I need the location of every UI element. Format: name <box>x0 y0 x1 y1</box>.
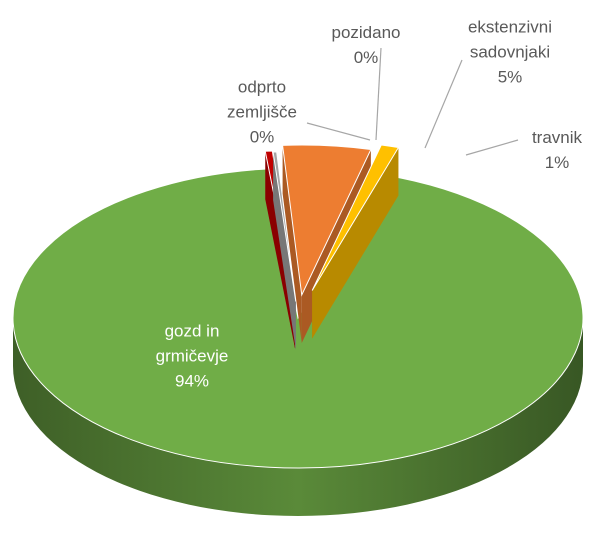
label-category: pozidano <box>331 23 401 42</box>
slice <box>311 144 400 291</box>
label-category: gozd in grmičevje <box>155 321 229 366</box>
label-category: travnik <box>531 128 583 147</box>
label-value: 1% <box>544 153 570 172</box>
data-label: ekstenzivni sadovnjaki 5% <box>455 15 565 90</box>
data-label: gozd in grmičevje 94% <box>142 319 242 394</box>
leader-line <box>424 59 463 149</box>
label-value: 0% <box>249 127 275 147</box>
slice-wall <box>312 147 399 339</box>
slice-wall <box>282 145 302 343</box>
label-value: 0% <box>353 48 379 67</box>
label-value: 94% <box>174 371 210 391</box>
data-label: odprto zemljišče 0% <box>217 75 307 150</box>
slice <box>272 151 297 302</box>
leader-line <box>375 47 382 141</box>
label-category: ekstenzivni sadovnjaki <box>467 17 553 62</box>
slice-side <box>13 318 583 516</box>
leader-line <box>465 139 519 156</box>
leader-line <box>306 122 371 141</box>
data-label: pozidano 0% <box>311 20 421 70</box>
slice <box>12 168 584 469</box>
label-category: odprto zemljišče <box>227 77 297 122</box>
label-value: 5% <box>497 67 523 87</box>
slice <box>282 144 372 297</box>
data-label: travnik 1% <box>512 125 598 175</box>
